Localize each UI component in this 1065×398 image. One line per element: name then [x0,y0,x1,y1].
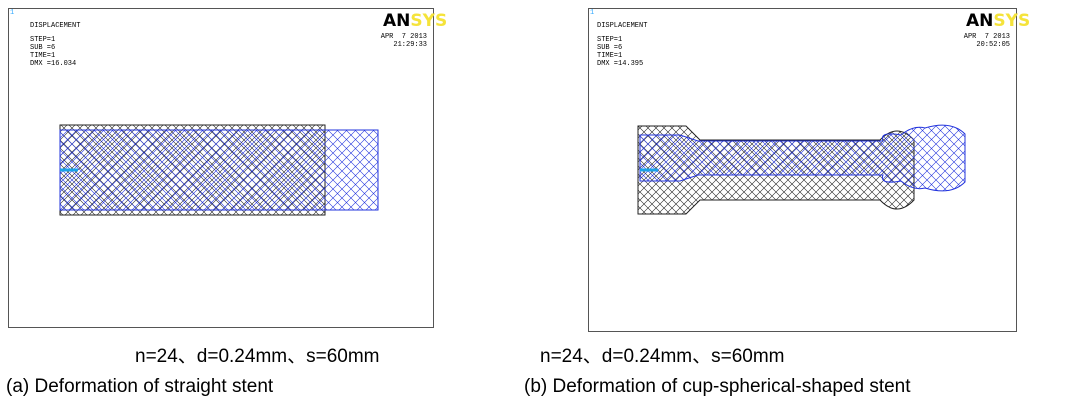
corner-number: 1 [590,9,594,17]
dmx: DMX =14.395 [597,60,643,68]
time: TIME=1 [30,52,55,60]
logo-light: SYS [993,11,1030,31]
date: APR 7 2013 [381,33,427,41]
panel-a: 1 DISPLACEMENT STEP=1 SUB =6 TIME=1 DMX … [9,9,448,328]
figure: 1 DISPLACEMENT STEP=1 SUB =6 TIME=1 DMX … [0,0,1065,398]
result-title: DISPLACEMENT [30,22,80,30]
logo-dark: AN [966,11,993,31]
sub: SUB =6 [597,44,622,52]
step: STEP=1 [30,36,55,44]
dmx: DMX =16.034 [30,60,76,68]
logo: ANSYS [383,11,447,31]
clock: 20:52:05 [976,41,1010,49]
logo-dark: AN [383,11,410,31]
sub: SUB =6 [30,44,55,52]
logo: ANSYS [966,11,1030,31]
caption-a: (a) Deformation of straight stent [6,376,274,397]
result-title: DISPLACEMENT [597,22,647,30]
parameters-a: n=24、d=0.24mm、s=60mm [135,346,379,367]
corner-number: 1 [10,9,14,17]
date: APR 7 2013 [964,33,1010,41]
step: STEP=1 [597,36,622,44]
panel-b: 1 DISPLACEMENT STEP=1 SUB =6 TIME=1 DMX … [589,9,1031,332]
caption-b: (b) Deformation of cup-spherical-shaped … [524,376,911,397]
clock: 21:29:33 [393,41,427,49]
parameters-b: n=24、d=0.24mm、s=60mm [540,346,784,367]
deformed-mesh [60,130,378,210]
logo-light: SYS [410,11,447,31]
time: TIME=1 [597,52,622,60]
